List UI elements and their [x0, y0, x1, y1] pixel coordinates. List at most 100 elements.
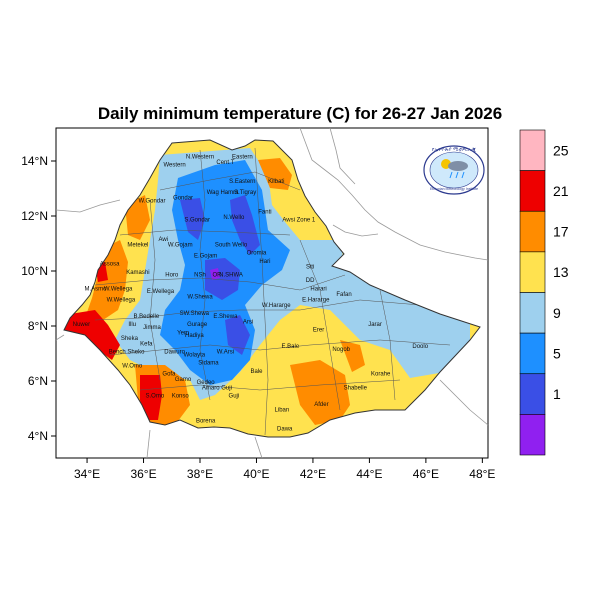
region-label: Harari — [310, 286, 326, 292]
region-label: Bale — [250, 369, 263, 375]
y-axis: 4°N 6°N 8°N 10°N 12°N 14°N — [21, 154, 56, 443]
y-tick-label: 6°N — [28, 374, 48, 388]
region-label: Cent.T — [216, 160, 234, 166]
region-label: Arsi — [243, 319, 253, 325]
region-label: Korahe — [371, 372, 391, 378]
region-label: Gurage — [187, 322, 208, 328]
region-label: Erer — [313, 328, 324, 334]
colorbar-swatch — [519, 292, 546, 334]
region-label: N.SHWA — [219, 273, 243, 279]
region-label: Hadiya — [185, 333, 204, 339]
region-label: Afder — [314, 402, 328, 408]
region-label: M.Asmo — [85, 286, 108, 292]
colorbar-label: 13 — [553, 264, 569, 280]
region-label: Yem — [177, 330, 189, 336]
admin-boundaries — [94, 147, 451, 436]
region-label: Dawuro — [164, 350, 185, 356]
x-tick-label: 40°E — [243, 467, 269, 481]
region-label: W.Omo — [122, 363, 143, 369]
region-label: W.Arsi — [217, 350, 234, 356]
region-label: S.Eastern — [229, 179, 255, 185]
region-label: Bench Sheko — [109, 350, 145, 356]
region-label: Kefa — [140, 341, 153, 347]
region-label: Gedeo — [197, 380, 216, 386]
region-label: Nuwer — [73, 322, 90, 328]
region-label: Borena — [196, 418, 216, 424]
region-label: NSh — [194, 273, 206, 279]
colorbar-swatch — [519, 373, 546, 415]
region-label: W.Shewa — [187, 295, 213, 301]
colorbar-swatch — [519, 210, 546, 253]
x-tick-label: 42°E — [300, 467, 326, 481]
region-label: Shabelle — [344, 385, 368, 391]
colorbar-swatch — [519, 170, 546, 212]
x-tick-label: 46°E — [413, 467, 439, 481]
x-tick-label: 48°E — [469, 467, 495, 481]
x-tick-label: 36°E — [130, 467, 156, 481]
y-tick-label: 14°N — [21, 154, 48, 168]
region-label: Liban — [275, 407, 290, 413]
region-label: Fanti — [258, 209, 271, 215]
region-label: E.Shewa — [213, 314, 238, 320]
x-axis: 34°E 36°E 38°E 40°E 42°E 44°E 46°E 48°E — [74, 458, 495, 481]
region-label: Metekel — [127, 242, 148, 248]
region-label: Horo — [165, 273, 179, 279]
x-tick-label: 38°E — [187, 467, 213, 481]
region-label: W.Wellega — [104, 286, 133, 292]
colorbar-label: 9 — [553, 305, 561, 321]
colorbar-swatch — [519, 332, 546, 375]
x-tick-label: 34°E — [74, 467, 100, 481]
logo-bottom-text: Ethiopian Meteorology Institute — [430, 187, 478, 191]
region-label: South Wello — [215, 242, 248, 248]
region-label: Eastern — [232, 154, 253, 160]
region-label: W.Gojam — [168, 242, 193, 248]
region-label: Fafan — [336, 292, 351, 298]
region-label: Jimma — [143, 325, 161, 331]
colorbar: 25 21 17 13 9 5 1 — [519, 129, 569, 456]
region-label: Dawa — [277, 427, 293, 433]
region-label: W.Gondar — [138, 198, 165, 204]
region-label: S.Tigray — [234, 190, 256, 196]
region-label: Jarar — [368, 322, 382, 328]
region-label: E.Wellega — [147, 289, 175, 295]
region-label: Konso — [172, 394, 190, 400]
region-label: Gofa — [162, 372, 176, 378]
colorbar-label: 5 — [553, 345, 561, 361]
x-tick-label: 44°E — [356, 467, 382, 481]
neighbour-borders — [55, 127, 489, 459]
region-label: Wolayta — [184, 352, 206, 358]
region-label: Doolo — [412, 344, 428, 350]
region-label: N.Wello — [223, 215, 245, 221]
colorbar-label: 21 — [553, 183, 569, 199]
region-label: Awsi Zone 1 — [282, 218, 316, 224]
y-tick-label: 10°N — [21, 264, 48, 278]
y-tick-label: 8°N — [28, 319, 48, 333]
region-label: Assosa — [100, 262, 120, 268]
region-label: Sheka — [121, 336, 139, 342]
region-label: DD — [306, 278, 315, 284]
colorbar-swatch — [519, 414, 546, 456]
region-label: S.Omo — [145, 394, 164, 400]
y-tick-label: 12°N — [21, 209, 48, 223]
region-label: E.Bale — [282, 344, 300, 350]
colorbar-swatch — [519, 251, 546, 293]
y-tick-label: 4°N — [28, 429, 48, 443]
colorbar-label: 17 — [553, 224, 569, 240]
region-label: Wag Hamra — [207, 190, 239, 196]
colorbar-swatch — [519, 129, 546, 171]
region-label: E.Hararge — [302, 297, 330, 303]
map-title: Daily minimum temperature (C) for 26-27 … — [97, 104, 503, 123]
region-label: Guji — [229, 394, 240, 400]
region-label: W.Wellega — [107, 297, 136, 303]
region-label: Gamo — [175, 377, 192, 383]
meteorology-logo-icon: የኢትዮጵያ ሚቲዎሮሎጂ Ethiopian Meteorology Inst… — [423, 145, 485, 195]
region-label: Siti — [306, 264, 314, 270]
region-label: Kamashi — [126, 270, 149, 276]
region-label: Nogob — [332, 347, 350, 353]
region-label: Illu — [128, 322, 136, 328]
colorbar-label: 1 — [553, 386, 561, 402]
region-label: Oromia — [247, 251, 267, 257]
region-label: Sidama — [198, 361, 219, 367]
